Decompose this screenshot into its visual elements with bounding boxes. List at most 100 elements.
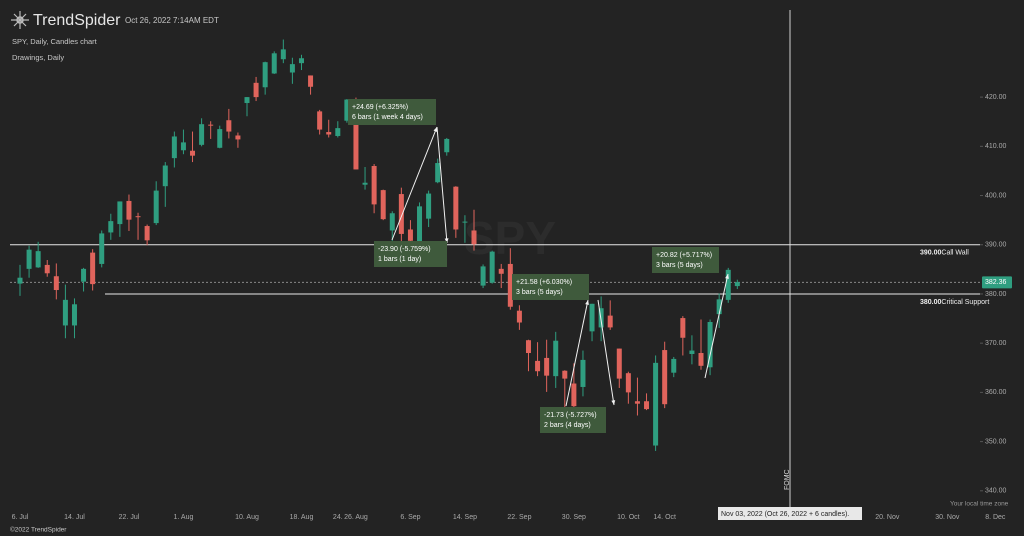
candle-body xyxy=(190,150,196,156)
candle-body xyxy=(680,318,686,338)
measure-change: -23.90 (-5.759%) xyxy=(378,246,431,253)
candle-body xyxy=(71,304,77,326)
candle-body xyxy=(571,383,577,407)
candle-body xyxy=(453,186,459,230)
candle-body xyxy=(226,120,232,132)
candle-body xyxy=(480,266,486,286)
measure-box xyxy=(652,247,719,273)
candle-body xyxy=(180,142,186,151)
candle-body xyxy=(544,357,550,376)
candle-body xyxy=(135,216,141,218)
candle-body xyxy=(725,269,731,300)
candle-body xyxy=(126,200,132,220)
candle-body xyxy=(407,229,413,241)
measure-line xyxy=(565,299,589,407)
y-tick-label: 370.00 xyxy=(985,340,1007,347)
candle-body xyxy=(144,226,150,241)
candle-body xyxy=(625,373,631,393)
x-tick-label: 20. Nov xyxy=(875,514,900,521)
candle-body xyxy=(326,132,332,135)
candle-body xyxy=(308,75,314,87)
candle-body xyxy=(471,230,477,245)
level-value: 380.00 xyxy=(920,299,942,306)
level-name: Critical Support xyxy=(941,299,989,306)
candle-body xyxy=(516,310,522,323)
measure-line xyxy=(704,273,729,379)
candle-body xyxy=(117,201,123,225)
measure-span: 3 bars (5 days) xyxy=(516,289,563,296)
measure-line xyxy=(436,126,448,244)
y-tick-label: 400.00 xyxy=(985,192,1007,199)
candle-body xyxy=(435,163,441,183)
candle-body xyxy=(262,62,268,88)
last-price-label: 382.36 xyxy=(985,279,1007,286)
candle-body xyxy=(644,401,650,410)
candle-body xyxy=(244,97,250,104)
level-name: Call Wall xyxy=(941,250,969,257)
candle-body xyxy=(108,221,114,233)
candle-body xyxy=(580,359,586,387)
x-tick-label: 1. Aug xyxy=(174,514,194,521)
crosshair-label: Nov 03, 2022 (Oct 26, 2022 + 6 candles). xyxy=(721,511,849,518)
candle-body xyxy=(335,128,341,136)
measure-arrowhead xyxy=(611,400,616,405)
candle-body xyxy=(734,282,740,287)
candle-body xyxy=(525,340,531,354)
x-tick-label: 6. Jul xyxy=(12,514,29,521)
measure-change: +21.58 (+6.030%) xyxy=(516,279,572,286)
candle-body xyxy=(271,53,277,74)
candle-body xyxy=(289,64,295,73)
candle-body xyxy=(653,362,659,446)
last-price-tag xyxy=(982,276,1012,289)
candle-body xyxy=(344,99,350,121)
candle-body xyxy=(716,299,722,315)
candle-body xyxy=(698,353,704,366)
candle-body xyxy=(199,124,205,145)
measure-span: 6 bars (1 week 4 days) xyxy=(352,114,423,121)
measure-box xyxy=(512,274,589,300)
measure-arrowhead xyxy=(725,274,729,279)
candle-body xyxy=(553,340,559,377)
x-tick-label: 30. Nov xyxy=(935,514,960,521)
candle-body xyxy=(208,124,214,126)
x-tick-label: 8. Dec xyxy=(985,514,1006,521)
measure-change: +24.69 (+6.325%) xyxy=(352,104,408,111)
x-tick-label: 14. Sep xyxy=(453,514,477,521)
candle-body xyxy=(353,100,359,170)
y-tick-label: 360.00 xyxy=(985,389,1007,396)
candle-body xyxy=(689,350,695,354)
x-tick-label: 26. Aug xyxy=(344,514,368,521)
candle-body xyxy=(489,251,495,283)
candle-body xyxy=(317,111,323,130)
candle-body xyxy=(671,358,677,373)
measure-line xyxy=(391,126,438,241)
candle-body xyxy=(634,401,640,404)
y-tick-label: 340.00 xyxy=(985,488,1007,495)
y-tick-label: 410.00 xyxy=(985,143,1007,150)
candle-body xyxy=(44,264,50,274)
measure-span: 1 bars (1 day) xyxy=(378,256,421,263)
measure-span: 2 bars (4 days) xyxy=(544,422,591,429)
x-tick-label: 22. Jul xyxy=(119,514,140,521)
candle-body xyxy=(35,251,41,268)
x-tick-label: 14. Oct xyxy=(653,514,676,521)
candle-body xyxy=(662,350,668,405)
candle-body xyxy=(380,190,386,220)
x-tick-label: 18. Aug xyxy=(290,514,314,521)
x-tick-label: 24. xyxy=(333,514,343,521)
measure-arrowhead xyxy=(585,300,589,305)
candle-body xyxy=(498,268,504,274)
level-label: 390.00Call Wall xyxy=(920,250,969,257)
candle-body xyxy=(398,194,404,234)
x-tick-label: 14. Jul xyxy=(64,514,85,521)
candle-body xyxy=(707,322,713,368)
candle-body xyxy=(153,190,159,224)
x-tick-label: 10. Oct xyxy=(617,514,640,521)
candle-body xyxy=(417,206,423,243)
copyright: ©2022 TrendSpider xyxy=(10,526,67,534)
timezone-note: Your local time zone xyxy=(950,501,1009,508)
candle-body xyxy=(162,165,168,187)
candle-body xyxy=(17,277,23,284)
candle-body xyxy=(298,58,304,64)
